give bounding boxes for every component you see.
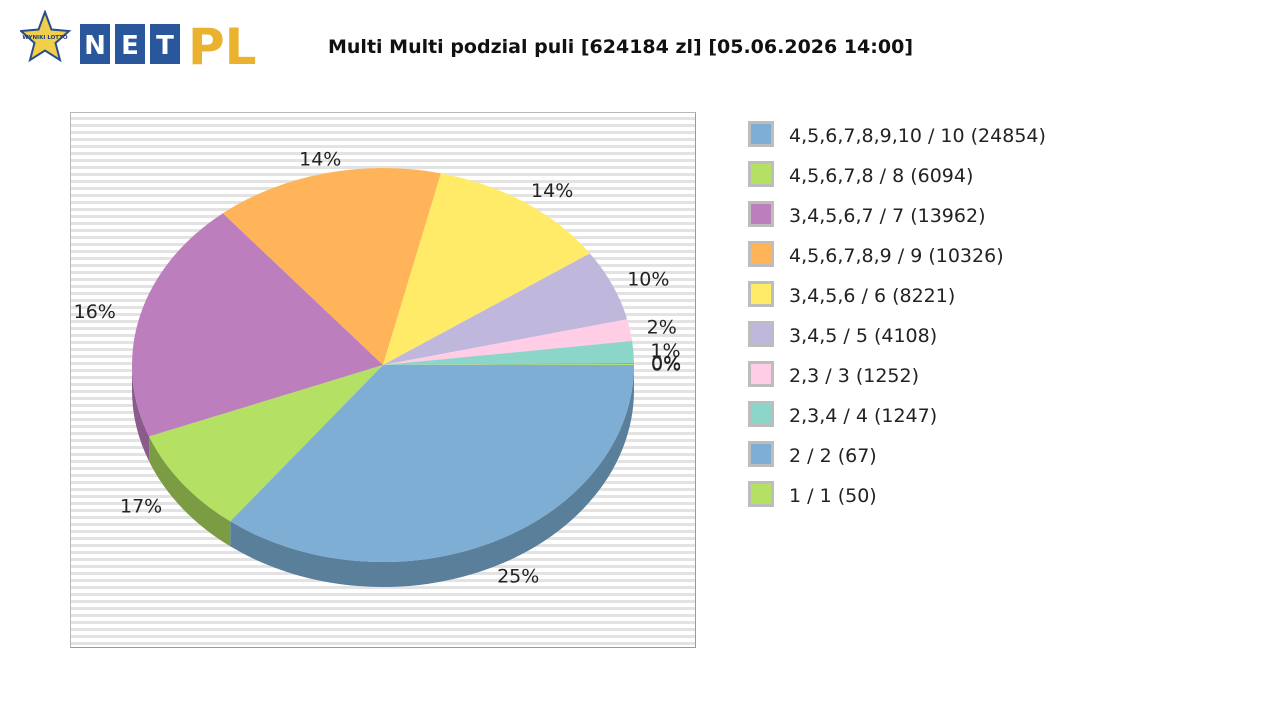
legend-label: 2 / 2 (67) — [789, 445, 877, 467]
legend-label: 2,3 / 3 (1252) — [789, 365, 920, 387]
pie-slice-6[interactable] — [383, 253, 628, 365]
pie-side-1 — [230, 365, 634, 587]
legend-swatch — [748, 281, 774, 307]
pie-3d-sides — [132, 365, 634, 587]
pie-side-3 — [132, 365, 150, 462]
pie-slice-1[interactable] — [230, 365, 634, 562]
pie-percent-label-6: 10% — [627, 268, 669, 290]
legend-swatch — [748, 161, 774, 187]
legend-swatch — [748, 121, 774, 147]
pie-percent-label-9: 0% — [651, 352, 681, 374]
legend-label: 4,5,6,7,8,9,10 / 10 (24854) — [789, 125, 1046, 147]
pie-percent-label-2: 17% — [120, 496, 162, 518]
logo-letter-box-1 — [80, 24, 110, 64]
logo-badge-text: WYNIKI LOTTO — [22, 35, 68, 41]
pie-slice-5[interactable] — [383, 173, 590, 365]
legend-label: 3,4,5,6,7 / 7 (13962) — [789, 205, 986, 227]
pie-slice-7[interactable] — [383, 319, 633, 365]
star-badge-icon — [20, 10, 72, 63]
legend-label: 3,4,5 / 5 (4108) — [789, 325, 938, 347]
legend-swatch — [748, 401, 774, 427]
legend-swatch — [748, 481, 774, 507]
pie-slices — [131, 168, 634, 562]
legend-swatch — [748, 241, 774, 267]
pie-slice-9[interactable] — [383, 362, 634, 365]
pie-percent-labels: 25%17%16%14%14%10%2%1%0%0% — [74, 149, 682, 588]
pie-slice-3[interactable] — [131, 213, 383, 437]
legend-label: 1 / 1 (50) — [789, 485, 877, 507]
pie-slice-10[interactable] — [383, 364, 634, 365]
logo-pl-text: PL — [188, 18, 257, 76]
legend-label: 4,5,6,7,8,9 / 9 (10326) — [789, 245, 1004, 267]
legend-swatch — [748, 321, 774, 347]
pie-percent-label-4: 14% — [299, 149, 341, 171]
legend-label: 2,3,4 / 4 (1247) — [789, 405, 938, 427]
pie-side-2 — [149, 436, 231, 547]
legend-swatch — [748, 361, 774, 387]
pie-percent-label-8: 1% — [650, 340, 680, 362]
logo-letter-box-3 — [150, 24, 180, 64]
net-pl-logo: WYNIKI LOTTO N E T PL — [20, 10, 257, 76]
logo-letter-t: T — [156, 31, 174, 61]
logo-letter-n: N — [84, 31, 106, 61]
pie-percent-label-1: 25% — [497, 566, 539, 588]
chart-title: Multi Multi podzial puli [624184 zl] [05… — [328, 36, 914, 58]
logo-letter-box-2 — [115, 24, 145, 64]
pie-percent-label-10: 0% — [651, 354, 681, 376]
legend-label: 3,4,5,6 / 6 (8221) — [789, 285, 956, 307]
pie-slice-4[interactable] — [222, 168, 441, 365]
pie-percent-label-7: 2% — [647, 317, 677, 339]
legend-label: 4,5,6,7,8 / 8 (6094) — [789, 165, 974, 187]
pie-percent-label-3: 16% — [74, 301, 116, 323]
legend-swatch — [748, 201, 774, 227]
legend-swatch — [748, 441, 774, 467]
logo-letter-e: E — [121, 31, 139, 61]
pie-slice-2[interactable] — [149, 365, 383, 522]
pie-percent-label-5: 14% — [531, 180, 573, 202]
pie-slice-8[interactable] — [383, 341, 634, 365]
